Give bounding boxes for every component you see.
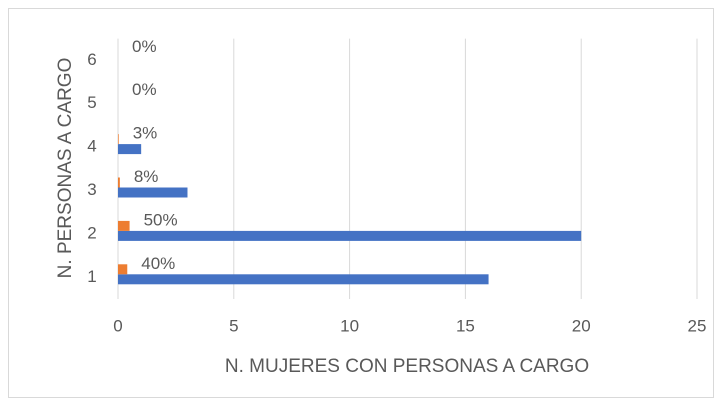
data-label: 40% xyxy=(141,254,175,273)
bar xyxy=(118,230,582,241)
bar xyxy=(118,187,188,198)
x-tick-label: 10 xyxy=(340,316,359,335)
bar xyxy=(118,274,489,285)
x-tick-label: 15 xyxy=(456,316,475,335)
data-label: 0% xyxy=(132,80,157,99)
x-axis-title: N. MUJERES CON PERSONAS A CARGO xyxy=(225,356,589,377)
y-tick-label: 1 xyxy=(87,267,96,286)
x-tick-label: 25 xyxy=(688,316,707,335)
bar xyxy=(118,177,120,188)
bar xyxy=(118,144,142,155)
data-label: 3% xyxy=(133,124,158,143)
bar xyxy=(118,264,128,275)
bar xyxy=(118,134,119,145)
y-tick-label: 5 xyxy=(87,93,96,112)
y-tick-label: 3 xyxy=(87,180,96,199)
data-label: 0% xyxy=(132,37,157,56)
y-axis-title: N. PERSONAS A CARGO xyxy=(55,58,76,279)
data-label: 8% xyxy=(134,167,159,186)
x-tick-label: 0 xyxy=(113,316,122,335)
chart-frame xyxy=(8,8,714,398)
x-tick-label: 20 xyxy=(572,316,591,335)
bar xyxy=(118,220,130,231)
y-tick-label: 2 xyxy=(87,223,96,242)
data-label: 50% xyxy=(144,210,178,229)
y-tick-label: 4 xyxy=(87,137,96,156)
y-tick-label: 6 xyxy=(87,50,96,69)
x-tick-label: 5 xyxy=(229,316,238,335)
